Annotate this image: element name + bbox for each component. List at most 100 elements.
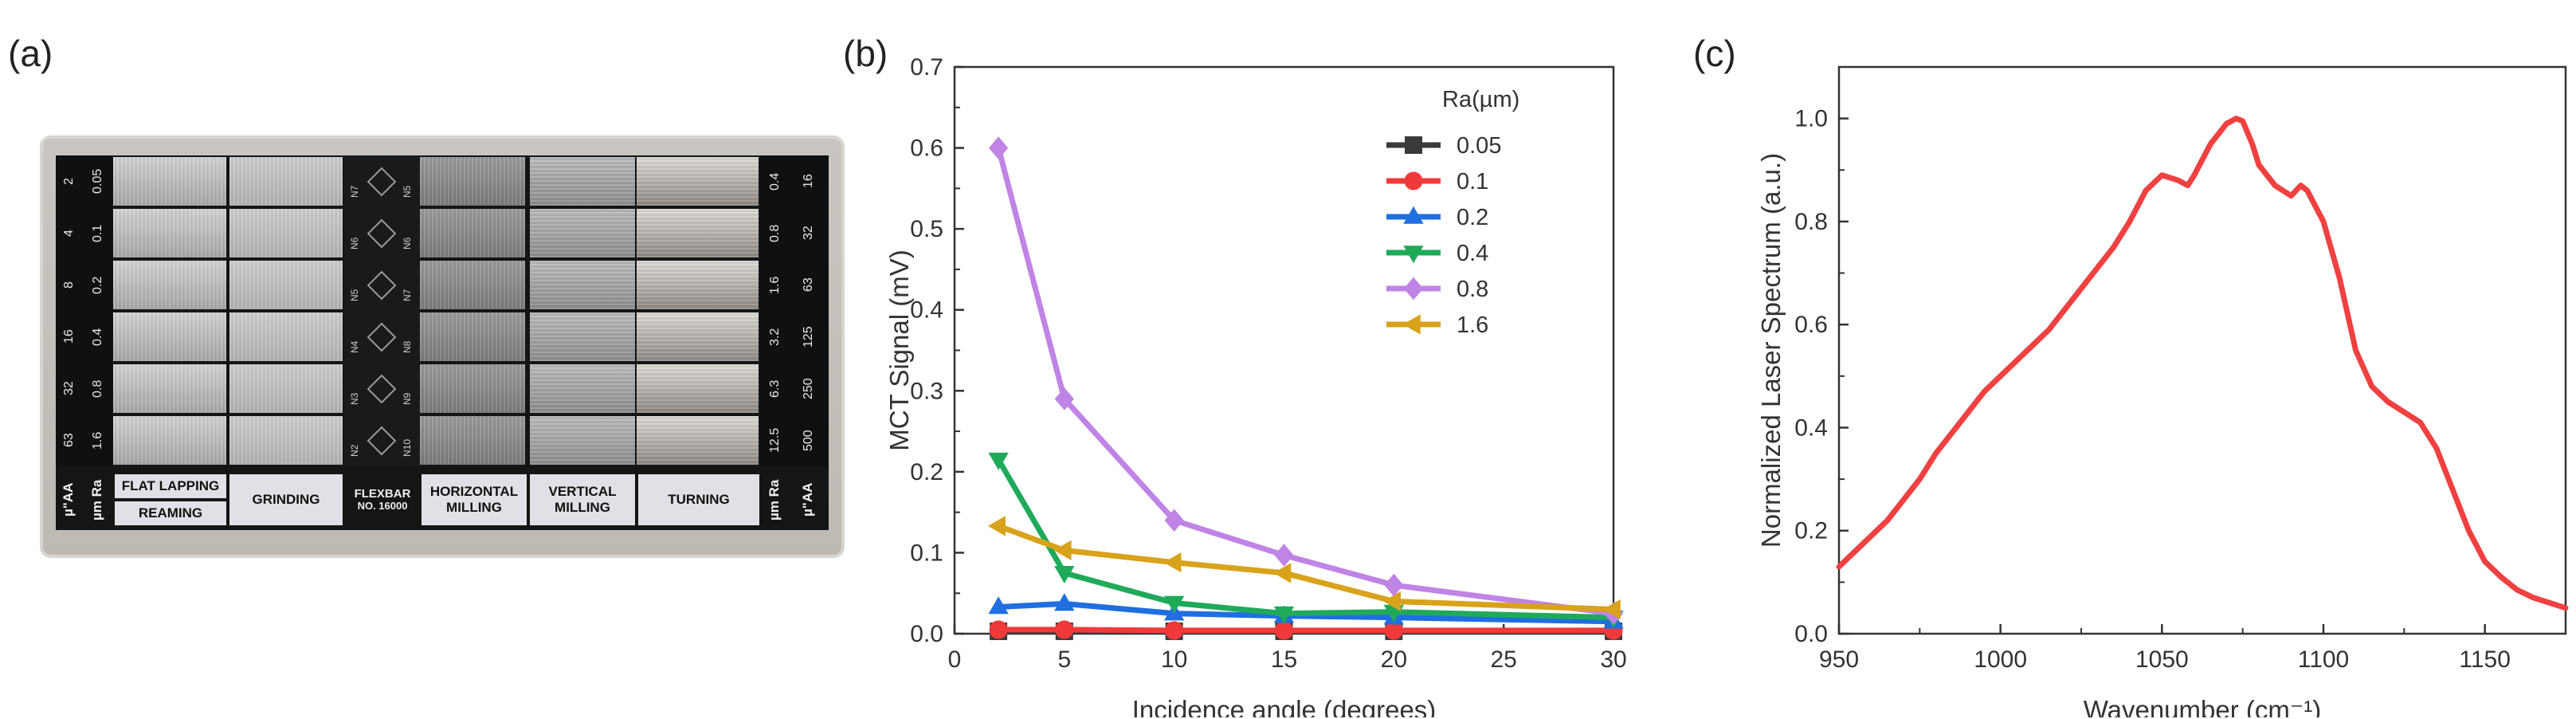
vertical-milling-tile [530, 312, 635, 361]
y-tick-label: 0.6 [910, 136, 943, 162]
horizontal-milling-tile [420, 157, 525, 206]
category-flexbar: FLEXBAR NO. 16000 [346, 474, 419, 525]
data-point-0.1 [989, 620, 1008, 639]
y-tick-label: 0.0 [1794, 621, 1828, 647]
x-tick-label: 0 [948, 646, 962, 673]
data-point-0.2 [1054, 593, 1075, 611]
grinding-tile [229, 364, 343, 413]
x-tick-label: 5 [1057, 646, 1071, 673]
right-uaa-strip: 16 32 63 125 250 500 [794, 155, 829, 466]
left-uaa-value: 4 [62, 230, 76, 237]
n-grade-label-right: N10 [402, 438, 413, 457]
data-point-1.6 [1273, 563, 1292, 583]
vertical-milling-tile [530, 261, 635, 309]
left-ra-value: 0.1 [91, 224, 104, 242]
right-ra-value: 6.3 [768, 379, 782, 398]
data-point-0.1 [1055, 620, 1074, 639]
right-uaa-axis-label: µ"AA [800, 482, 815, 517]
n-grade-label: N3 [349, 392, 360, 405]
horizontal-milling-tile [420, 261, 525, 309]
y-tick-label: 0.3 [910, 378, 943, 404]
left-uaa-value: 2 [62, 178, 76, 185]
panel-label-c: (c) [1693, 33, 1736, 74]
left-ra-strip: 0.05 0.1 0.2 0.4 0.8 1.6 [86, 155, 113, 466]
right-ra-axis-label: µm Ra [767, 479, 782, 521]
vertical-milling-tile [530, 416, 635, 465]
x-tick-label: 1000 [1974, 646, 2027, 673]
grinding-tile [229, 312, 343, 361]
right-ra-value: 0.4 [768, 172, 782, 191]
data-point-1.6 [1383, 591, 1402, 612]
y-tick-label: 0.4 [910, 297, 943, 324]
horizontal-milling-tile [420, 416, 525, 465]
spectrum-line [1836, 116, 2569, 611]
right-ra-value: 3.2 [768, 328, 782, 346]
vertical-milling-tile [530, 209, 635, 257]
data-point-0.4 [1273, 606, 1295, 624]
left-ra-value: 0.05 [91, 168, 104, 194]
data-point-1.6 [1602, 599, 1621, 620]
grinding-tile [229, 261, 343, 309]
turning-tile [637, 416, 759, 465]
x-tick-label: 950 [1819, 646, 1859, 673]
mct-signal-chart: 0.0 0.1 0.2 0.3 0.4 0.5 0.6 0.7 0 5 10 15 20 25 30 Inci… [884, 54, 1627, 717]
legend-marker-0.8 [1403, 277, 1424, 301]
vertical-milling-line1: VERTICAL [548, 484, 617, 500]
left-uaa-value: 32 [62, 381, 76, 396]
y-tick-label: 0.7 [910, 54, 943, 81]
left-uaa-value: 63 [62, 433, 76, 448]
n-grade-label-right: N8 [402, 340, 413, 353]
flexbar-diamond-mark [367, 218, 397, 249]
right-uaa-value: 125 [802, 326, 815, 348]
lapping-tile [113, 261, 226, 309]
tile-group-milling [420, 155, 637, 466]
n-grade-label: N5 [349, 289, 360, 301]
turning-tile [637, 312, 759, 361]
lapping-tile [113, 416, 226, 465]
legend-marker-1.6 [1402, 314, 1421, 335]
flexbar-number: NO. 16000 [357, 500, 408, 513]
data-point-1.6 [1163, 552, 1182, 573]
panel-label-b: (b) [843, 33, 888, 74]
series-line-0.8 [995, 147, 1614, 617]
x-axis-label: Incidence angle (degrees) [1132, 695, 1437, 717]
category-reaming: REAMING [115, 501, 226, 525]
x-tick-label: 1100 [2298, 646, 2350, 673]
flexbar-diamond-mark [367, 322, 397, 352]
y-tick-label: 0.2 [910, 459, 943, 485]
x-tick-label: 30 [1600, 646, 1626, 673]
plot-frame [1837, 65, 2567, 635]
grinding-tile [229, 209, 343, 257]
vertical-milling-line2: MILLING [555, 500, 610, 515]
y-axis-label: MCT Signal (mV) [884, 249, 914, 450]
right-ra-value: 0.8 [768, 224, 782, 242]
data-point-1.6 [987, 516, 1006, 536]
lapping-tile [113, 157, 226, 206]
data-point-0.1 [1165, 621, 1184, 640]
category-turning: TURNING [638, 474, 759, 525]
data-point-0.8 [1164, 509, 1184, 532]
data-point-1.6 [1053, 540, 1072, 561]
left-ra-value: 1.6 [91, 431, 104, 450]
y-axis-label: Normalized Laser Spectrum (a.u.) [1756, 153, 1786, 548]
y-tick-label: 0.4 [1794, 415, 1828, 441]
legend-marker-0.2 [1403, 206, 1424, 224]
n-grade-label: N7 [349, 185, 360, 198]
right-uaa-value: 500 [802, 430, 815, 451]
right-ra-strip: 0.4 0.8 1.6 3.2 6.3 12.5 [760, 155, 794, 466]
data-point-0.4 [988, 452, 1009, 470]
flexbar-diamond-mark [367, 167, 397, 197]
panel-label-a: (a) [8, 33, 53, 74]
left-ra-axis-label: µm Ra [89, 479, 104, 521]
horizontal-milling-tile [420, 364, 525, 413]
legend-label-1.6: 1.6 [1457, 312, 1488, 338]
y-tick-label: 0.1 [910, 540, 943, 566]
x-tick-label: 25 [1490, 646, 1516, 673]
data-point-0.8 [1384, 573, 1404, 597]
turning-tile [637, 157, 759, 206]
tile-group-turning [637, 155, 760, 466]
category-horizontal-milling: HORIZONTAL MILLING [421, 474, 527, 525]
series-line-0.1 [998, 627, 1613, 634]
lapping-tile [113, 364, 226, 413]
legend-marker-0.1 [1404, 171, 1423, 191]
